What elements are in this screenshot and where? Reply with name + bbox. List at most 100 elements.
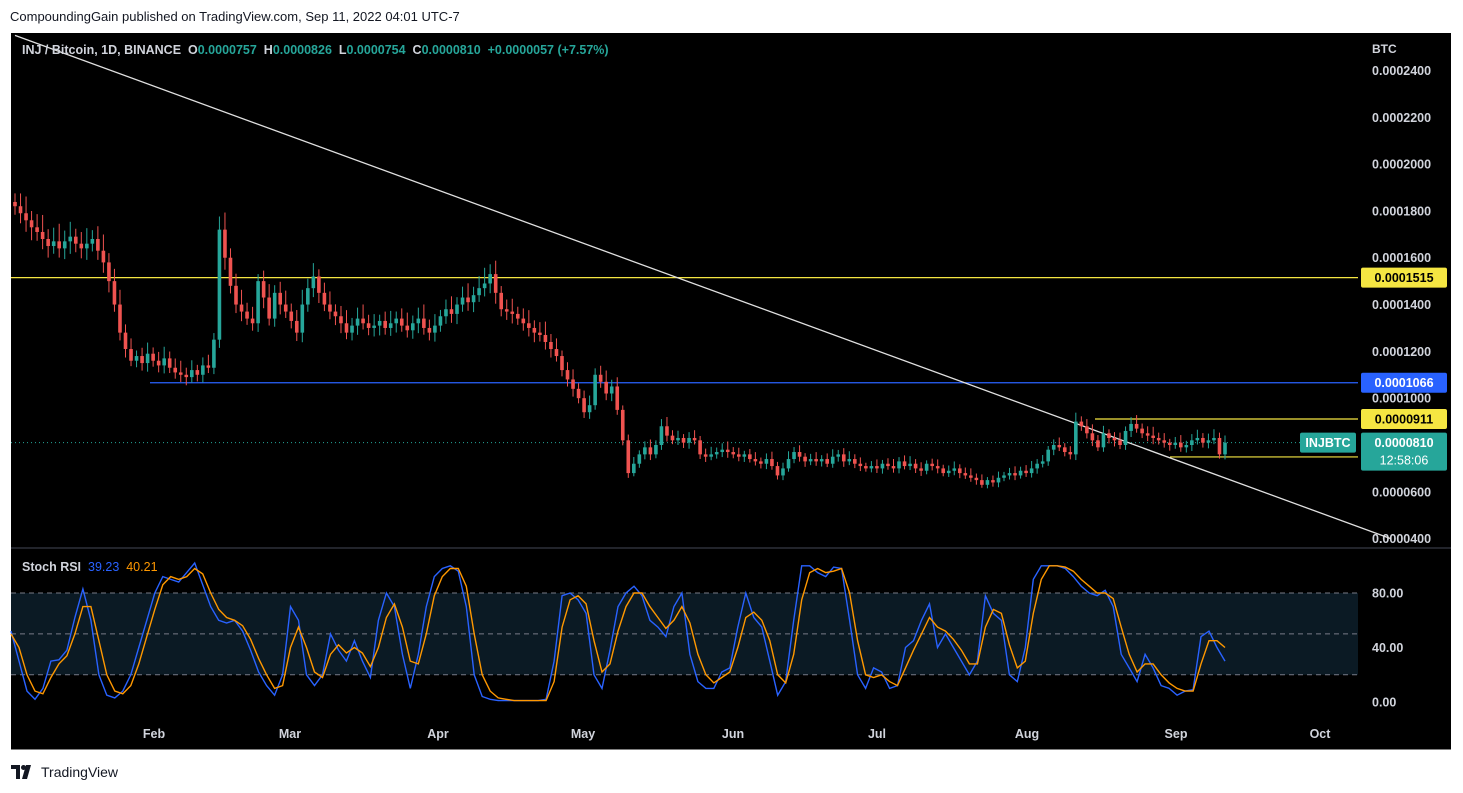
candle-body bbox=[256, 281, 260, 324]
candle-body bbox=[1151, 435, 1155, 438]
stoch-k-line bbox=[10, 561, 1226, 702]
candle-body bbox=[173, 367, 178, 373]
candle-body bbox=[151, 353, 155, 361]
candle-body bbox=[73, 236, 78, 244]
time-tick: Oct bbox=[1310, 727, 1332, 741]
candle-body bbox=[665, 426, 669, 436]
candle-body bbox=[620, 409, 625, 441]
candle-body bbox=[593, 374, 597, 406]
candle-body bbox=[654, 445, 658, 455]
candle-body bbox=[637, 454, 642, 464]
candle-body bbox=[460, 297, 465, 305]
candle-body bbox=[112, 281, 117, 305]
resistance-1-label: 0.0001515 bbox=[1374, 271, 1433, 285]
candle-body bbox=[1184, 445, 1189, 448]
candle-body bbox=[764, 459, 769, 464]
candle-body bbox=[952, 468, 957, 471]
candle-body bbox=[1201, 437, 1205, 443]
candle-body bbox=[190, 370, 194, 378]
candle-body bbox=[1024, 470, 1028, 474]
candle-body bbox=[339, 316, 343, 324]
candle-body bbox=[643, 447, 647, 455]
candle-body bbox=[1134, 423, 1139, 429]
candle-body bbox=[178, 372, 183, 375]
candle-body bbox=[1123, 430, 1128, 445]
candle-body bbox=[394, 318, 399, 324]
candle-body bbox=[212, 339, 216, 368]
support-blue-label: 0.0001066 bbox=[1374, 376, 1433, 390]
publish-header: CompoundingGain published on TradingView… bbox=[10, 9, 460, 24]
price-tick: 0.0001800 bbox=[1372, 204, 1431, 218]
candle-body bbox=[493, 274, 498, 293]
candle-body bbox=[731, 452, 736, 455]
candle-body bbox=[477, 288, 481, 296]
candle-body bbox=[1206, 440, 1211, 443]
time-tick: May bbox=[571, 727, 595, 741]
candle-body bbox=[322, 292, 327, 305]
last-price-label: 0.0000810 bbox=[1374, 436, 1433, 450]
candle-body bbox=[775, 466, 780, 476]
candle-body bbox=[201, 365, 205, 375]
candle-body bbox=[300, 304, 305, 333]
candle-body bbox=[306, 288, 310, 305]
candle-body bbox=[565, 370, 570, 380]
candle-body bbox=[51, 241, 56, 247]
stoch-k-value: 39.23 bbox=[88, 560, 120, 574]
candle-body bbox=[969, 475, 973, 478]
candle-body bbox=[1029, 468, 1034, 474]
price-tick: 0.0002400 bbox=[1372, 64, 1431, 78]
candle-body bbox=[897, 461, 901, 469]
candle-body bbox=[195, 370, 200, 375]
candle-body bbox=[880, 463, 885, 469]
stoch-tick: 0.00 bbox=[1372, 696, 1396, 710]
time-tick: Jul bbox=[868, 727, 886, 741]
candle-body bbox=[703, 454, 708, 457]
candle-body bbox=[1062, 447, 1067, 453]
candle-body bbox=[1079, 421, 1084, 427]
candle-body bbox=[13, 201, 17, 207]
candle-body bbox=[278, 292, 283, 305]
candle-body bbox=[40, 231, 45, 239]
candle-body bbox=[515, 313, 520, 319]
candle-body bbox=[963, 473, 968, 476]
candle-body bbox=[372, 325, 376, 328]
candle-body bbox=[670, 435, 675, 441]
open-value: 0.0000757 bbox=[197, 43, 257, 57]
change-value: +0.0000057 (+7.57%) bbox=[487, 43, 609, 57]
candle-body bbox=[1096, 440, 1100, 448]
candle-body bbox=[289, 311, 294, 321]
candle-body bbox=[283, 304, 288, 312]
close-value: 0.0000810 bbox=[421, 43, 481, 57]
candle-body bbox=[808, 459, 813, 462]
candle-body bbox=[676, 437, 680, 441]
candle-body bbox=[571, 379, 575, 389]
candle-body bbox=[841, 454, 846, 462]
candle-body bbox=[587, 405, 592, 413]
candle-body bbox=[1085, 426, 1089, 434]
candle-body bbox=[416, 318, 421, 324]
price-tick: 0.0000400 bbox=[1372, 532, 1431, 546]
time-tick: Mar bbox=[279, 727, 301, 741]
candle-body bbox=[1118, 440, 1122, 445]
candle-body bbox=[228, 257, 233, 286]
candle-body bbox=[709, 454, 713, 457]
resistance-1-tag bbox=[1361, 267, 1447, 288]
footer-brand[interactable]: TradingView bbox=[11, 764, 118, 780]
candle-body bbox=[1074, 421, 1078, 455]
candle-body bbox=[1035, 463, 1039, 469]
currency-label: BTC bbox=[1372, 42, 1397, 56]
candle-body bbox=[924, 463, 929, 471]
stoch-tick: 80.00 bbox=[1372, 587, 1403, 601]
candle-body bbox=[107, 262, 111, 282]
candle-body bbox=[974, 477, 979, 481]
time-tick: Apr bbox=[427, 727, 449, 741]
candle-body bbox=[1090, 433, 1095, 441]
candle-body bbox=[781, 468, 785, 476]
candle-body bbox=[427, 327, 432, 333]
low-value: 0.0000754 bbox=[346, 43, 406, 57]
candle-body bbox=[79, 243, 84, 249]
candle-body bbox=[35, 227, 39, 232]
candle-body bbox=[957, 468, 962, 474]
stoch-tick: 40.00 bbox=[1372, 641, 1403, 655]
